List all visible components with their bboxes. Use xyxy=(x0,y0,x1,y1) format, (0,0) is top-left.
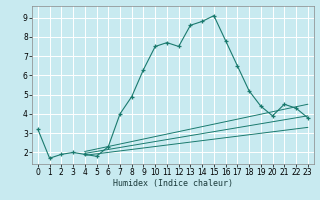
X-axis label: Humidex (Indice chaleur): Humidex (Indice chaleur) xyxy=(113,179,233,188)
